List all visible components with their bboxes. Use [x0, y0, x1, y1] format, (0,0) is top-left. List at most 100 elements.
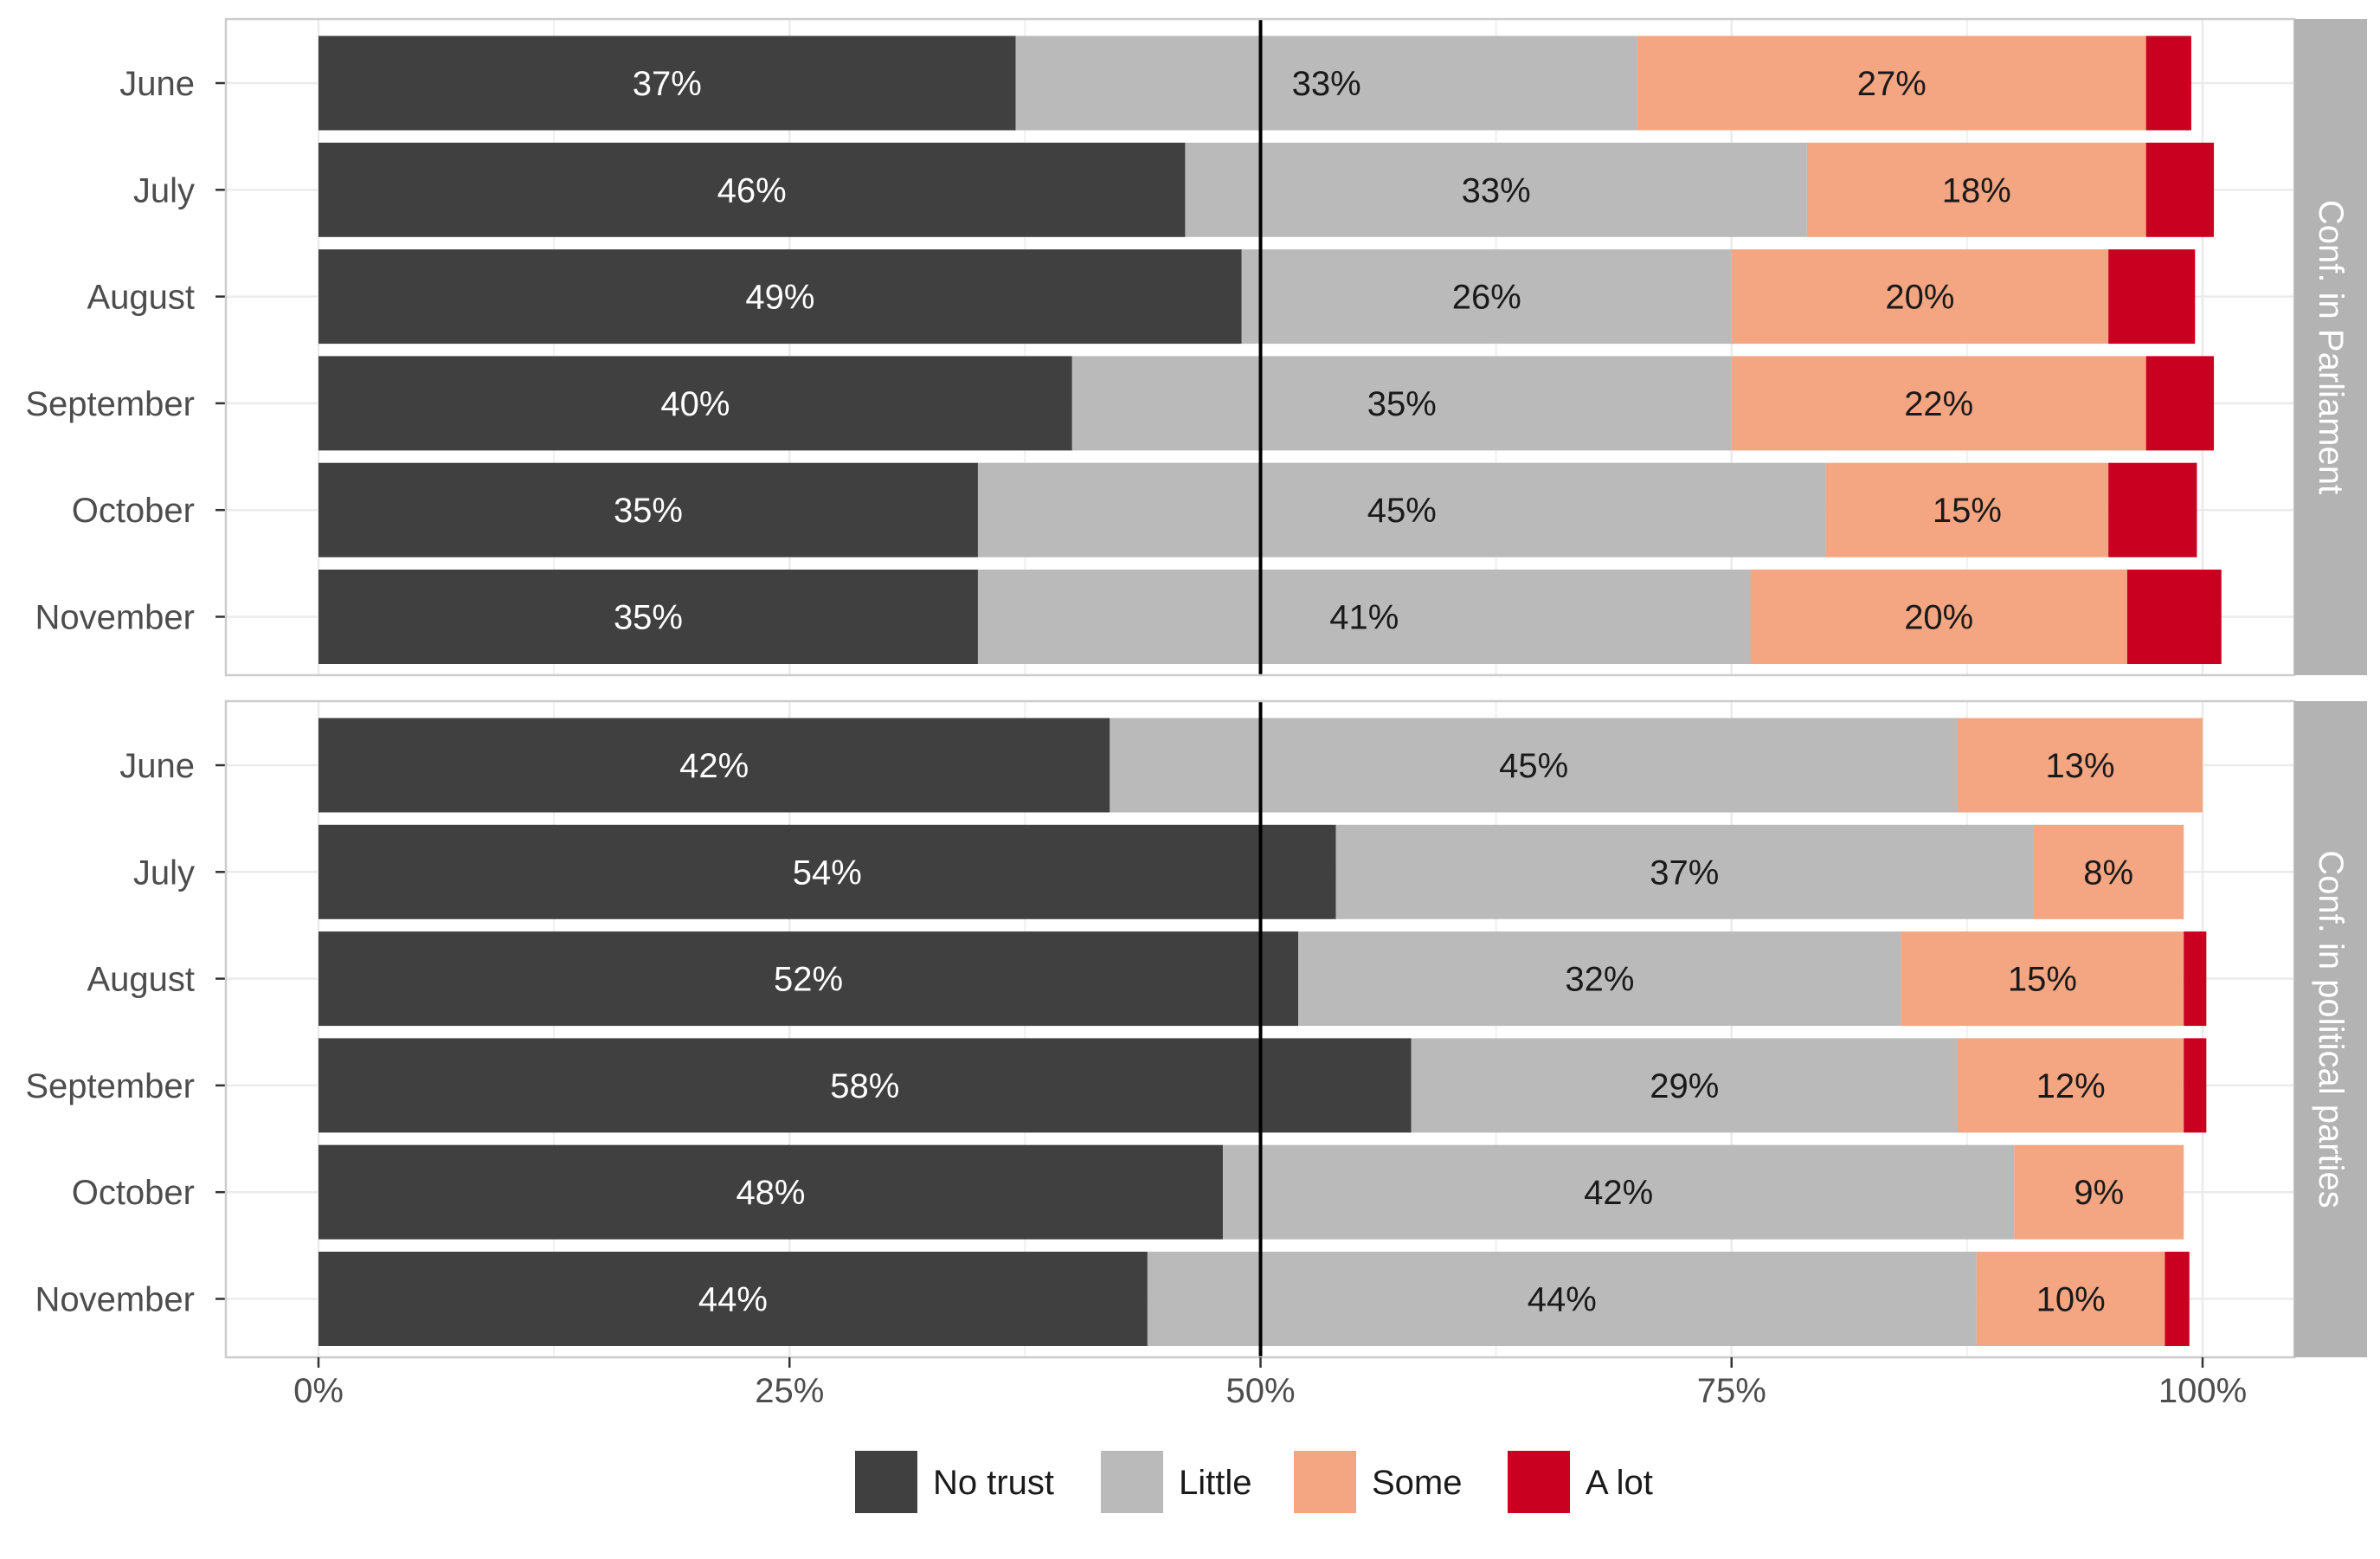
- bar-a-lot-june: [2145, 35, 2191, 131]
- y-tick-label: June: [119, 65, 195, 103]
- y-tick-label: August: [87, 961, 195, 999]
- data-label: 44%: [1528, 1281, 1597, 1319]
- facet-panel-1: 37% 33% 27% June 46% 33% 18% July 49% 26% 20% Augus…: [25, 17, 2367, 677]
- facet-strip-label: Conf. in political parties: [2312, 850, 2350, 1208]
- data-label: 35%: [1367, 385, 1437, 423]
- data-label: 33%: [1292, 65, 1361, 103]
- y-tick-label: October: [72, 492, 195, 530]
- bar-some-july: [1806, 142, 2146, 237]
- y-tick-label: June: [119, 747, 195, 785]
- data-label: 12%: [2036, 1067, 2106, 1105]
- y-tick-label: October: [72, 1174, 195, 1212]
- bar-no-trust-june: [318, 718, 1110, 813]
- data-label: 32%: [1565, 961, 1634, 999]
- data-label: 35%: [614, 599, 683, 637]
- data-label: 52%: [774, 961, 843, 999]
- data-label: 8%: [2083, 854, 2133, 892]
- bar-a-lot-october: [2108, 462, 2197, 557]
- data-label: 37%: [633, 65, 702, 103]
- y-tick-label: November: [35, 1281, 195, 1319]
- data-label: 20%: [1904, 599, 1973, 637]
- data-label: 18%: [1942, 171, 2011, 209]
- data-label: 37%: [1650, 854, 1719, 892]
- y-tick-label: July: [133, 854, 195, 892]
- data-label: 33%: [1462, 171, 1531, 209]
- bar-no-trust-june: [318, 35, 1016, 131]
- data-label: 10%: [2036, 1281, 2106, 1319]
- x-tick-label: 100%: [2158, 1372, 2247, 1410]
- data-label: 45%: [1499, 747, 1568, 785]
- data-label: 29%: [1650, 1067, 1719, 1105]
- facet-strip-label: Conf. in Parliament: [2312, 200, 2350, 494]
- data-label: 26%: [1452, 279, 1521, 317]
- bar-a-lot-august: [2184, 931, 2207, 1027]
- legend-key-a-lot: [1508, 1451, 1570, 1513]
- bar-no-trust-september: [318, 1038, 1412, 1133]
- bar-no-trust-october: [318, 462, 978, 557]
- data-label: 49%: [745, 279, 814, 317]
- bar-little-september: [1411, 1038, 1958, 1133]
- bar-little-october: [977, 462, 1826, 557]
- data-label: 42%: [1584, 1174, 1653, 1212]
- bar-little-august: [1241, 249, 1732, 345]
- data-label: 9%: [2074, 1174, 2124, 1212]
- bar-some-october: [2014, 1144, 2184, 1240]
- bar-some-june: [1957, 718, 2203, 813]
- bar-a-lot-november: [2165, 1252, 2190, 1346]
- data-label: 45%: [1367, 492, 1437, 530]
- x-axis: 0% 25% 50% 75% 100%: [293, 1357, 2247, 1410]
- data-label: 54%: [793, 854, 862, 892]
- bar-some-june: [1637, 35, 2146, 131]
- bar-no-trust-august: [318, 931, 1299, 1027]
- legend-key-little: [1101, 1451, 1163, 1513]
- bar-some-october: [1825, 462, 2109, 557]
- y-tick-label: September: [25, 385, 195, 423]
- y-tick-label: August: [87, 279, 195, 317]
- bar-no-trust-october: [318, 1144, 1223, 1240]
- y-tick-label: July: [133, 171, 195, 209]
- bar-no-trust-november: [318, 570, 978, 664]
- x-tick-label: 0%: [293, 1372, 344, 1410]
- data-label: 48%: [736, 1174, 805, 1212]
- x-tick-label: 50%: [1225, 1372, 1295, 1410]
- x-tick-label: 75%: [1697, 1372, 1766, 1410]
- bar-a-lot-september: [2184, 1038, 2207, 1133]
- bar-little-september: [1071, 356, 1732, 451]
- legend-label: A lot: [1586, 1464, 1653, 1502]
- legend-label: Some: [1372, 1464, 1463, 1502]
- bar-little-june: [1110, 718, 1958, 813]
- legend-key-some: [1294, 1451, 1356, 1513]
- bar-no-trust-november: [318, 1252, 1148, 1346]
- facet-panels: 37% 33% 27% June 46% 33% 18% July 49% 26% 20% Augus…: [25, 17, 2367, 1359]
- bar-some-august: [1731, 249, 2109, 345]
- data-label: 58%: [830, 1067, 899, 1105]
- bar-little-july: [1185, 142, 1807, 237]
- x-tick-label: 25%: [755, 1372, 824, 1410]
- facet-strip: [2294, 701, 2367, 1357]
- facet-strip: [2294, 19, 2367, 675]
- facet-panel-2: 42% 45% 13% June 54% 37% 8% July 52% 32% 15% August…: [25, 699, 2367, 1359]
- bar-little-june: [1015, 35, 1637, 131]
- data-label: 27%: [1857, 65, 1927, 103]
- data-label: 40%: [660, 385, 730, 423]
- legend: No trust Little Some A lot: [855, 1451, 1653, 1513]
- data-label: 46%: [717, 171, 787, 209]
- data-label: 44%: [698, 1281, 768, 1319]
- legend-label: Little: [1179, 1464, 1252, 1502]
- data-label: 15%: [2008, 961, 2077, 999]
- bar-a-lot-august: [2108, 249, 2196, 345]
- bar-no-trust-july: [318, 824, 1336, 919]
- bar-some-august: [1901, 931, 2184, 1027]
- data-label: 22%: [1904, 385, 1973, 423]
- bar-some-november: [1976, 1252, 2165, 1346]
- bar-little-november: [977, 570, 1751, 664]
- y-tick-label: November: [35, 599, 195, 637]
- y-tick-label: September: [25, 1067, 195, 1105]
- bar-little-august: [1298, 931, 1901, 1027]
- legend-key-no-trust: [855, 1451, 917, 1513]
- bar-some-september: [1957, 1038, 2184, 1133]
- bar-a-lot-september: [2145, 356, 2215, 451]
- data-label: 41%: [1329, 599, 1399, 637]
- bar-little-november: [1147, 1252, 1977, 1346]
